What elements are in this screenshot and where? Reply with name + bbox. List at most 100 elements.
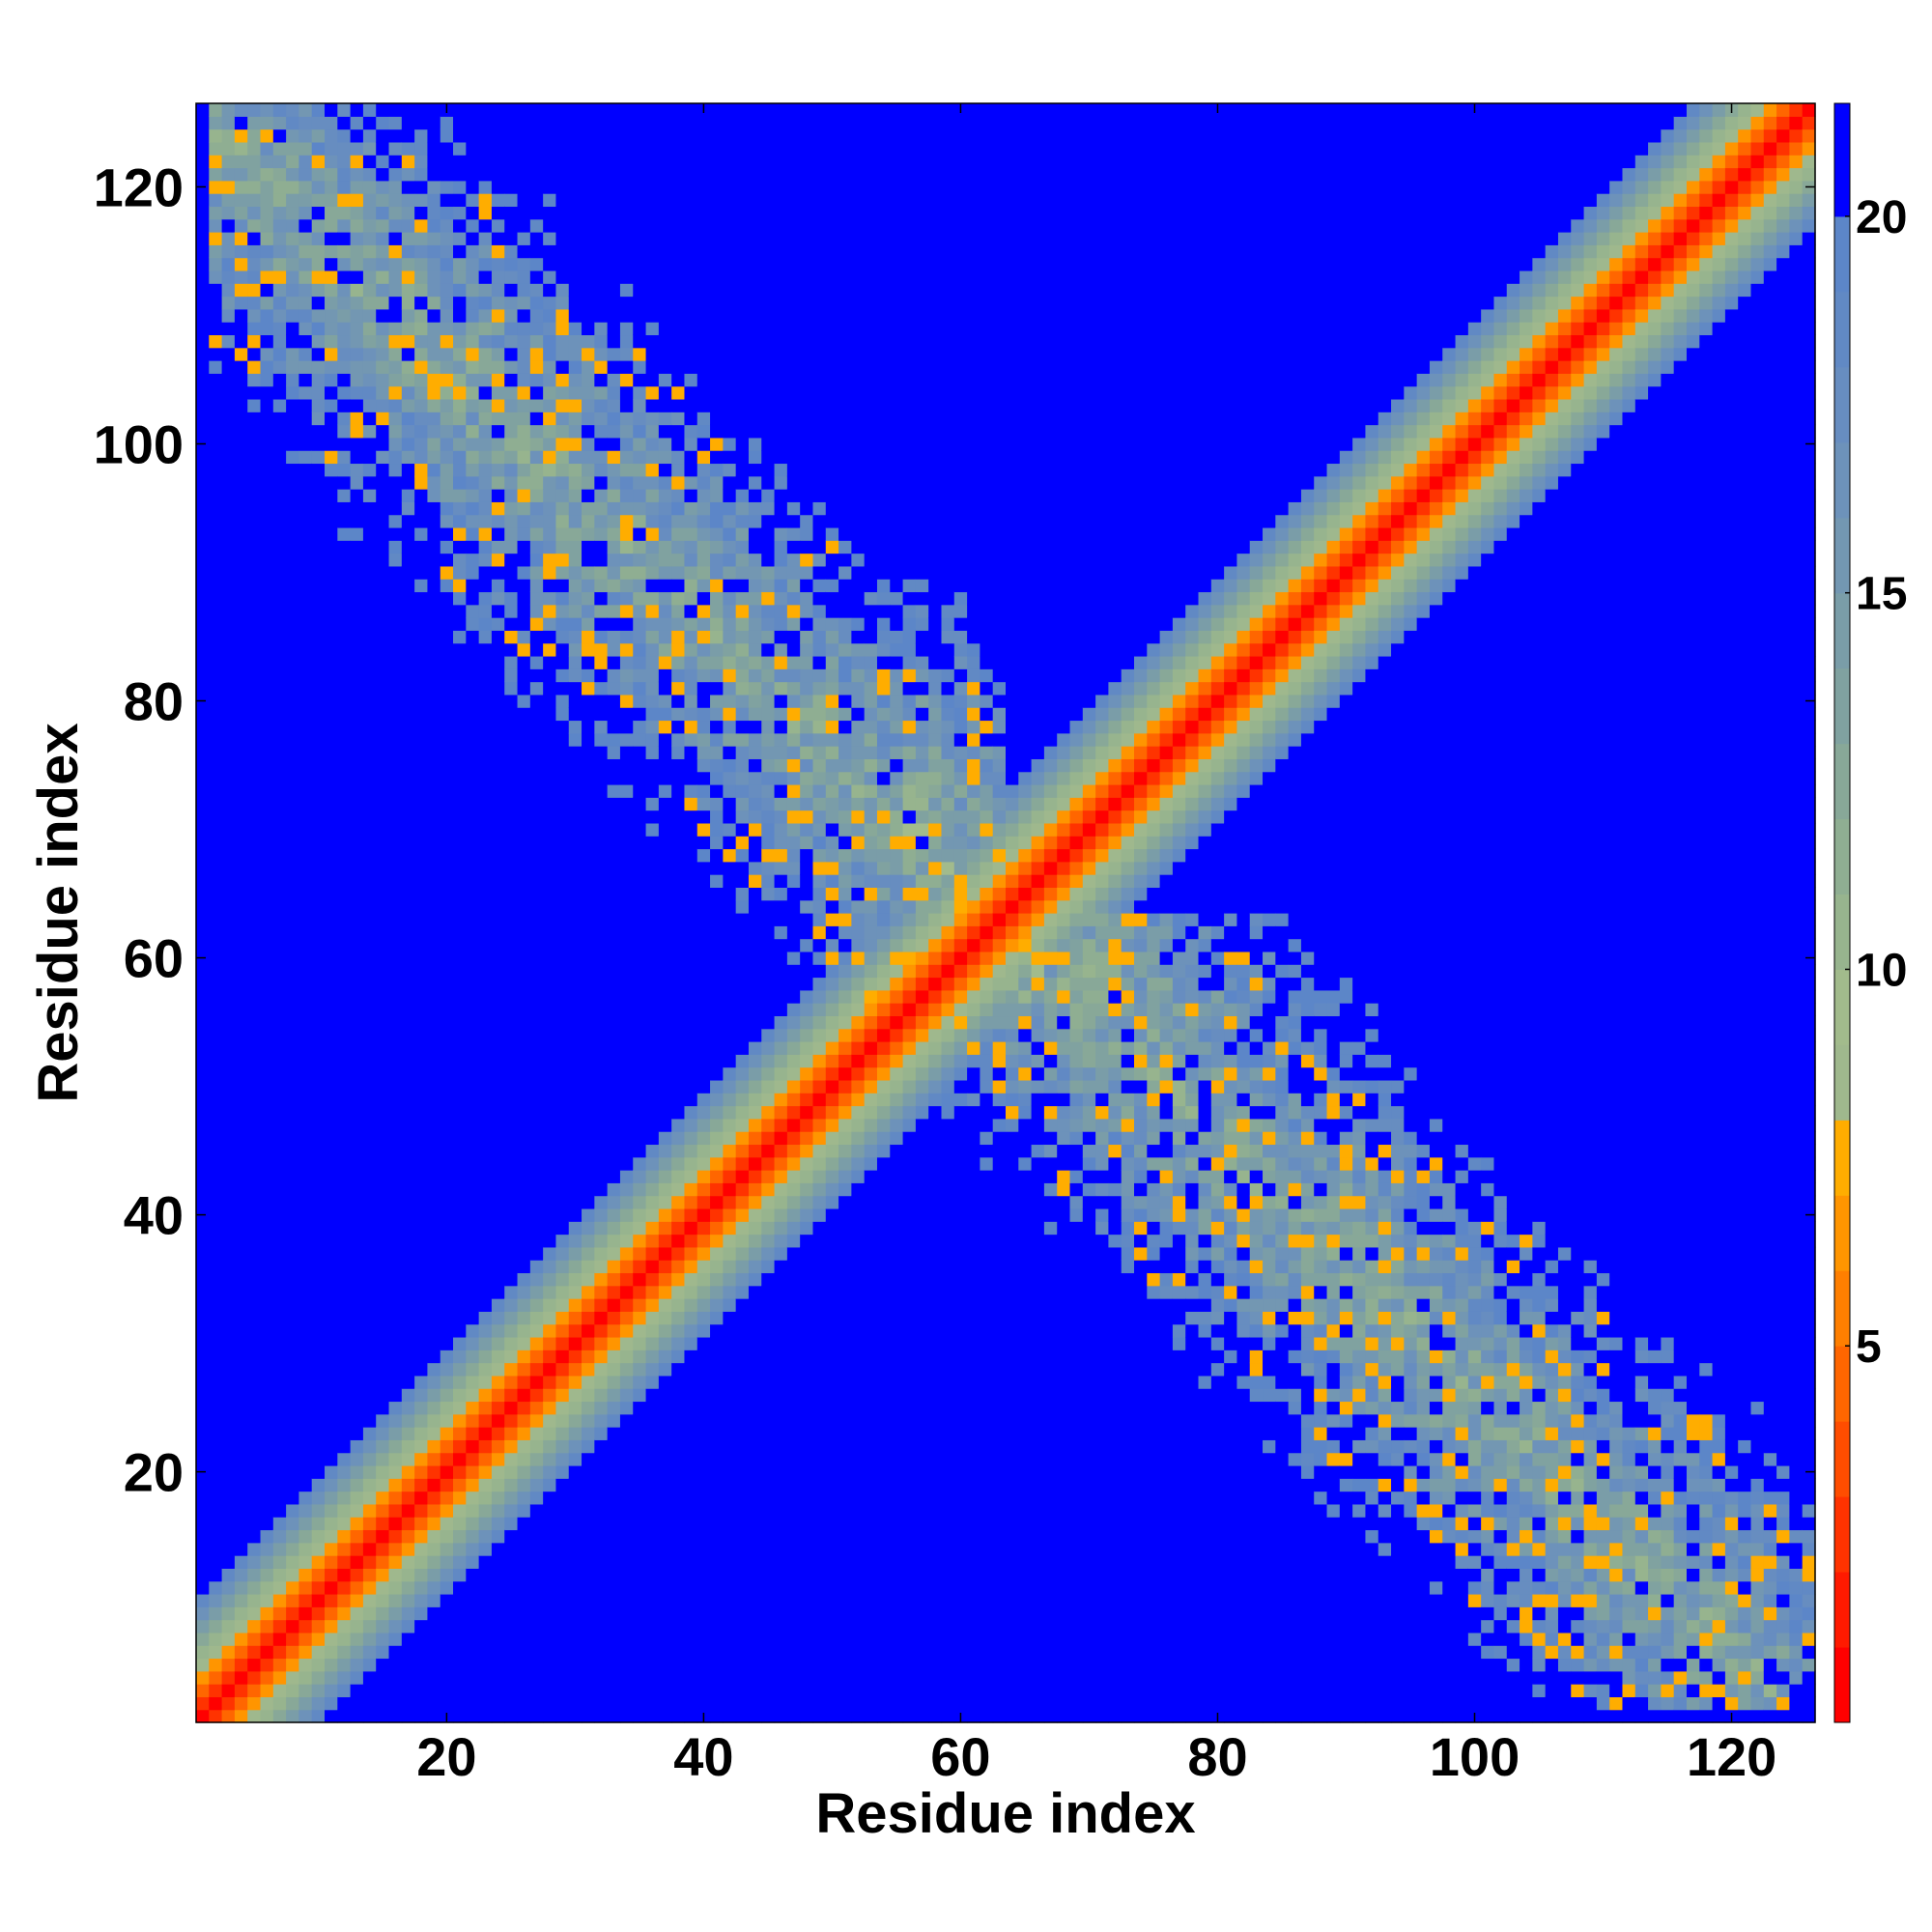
heatmap-cell xyxy=(388,746,403,759)
heatmap-cell xyxy=(376,1028,390,1042)
heatmap-cell xyxy=(427,1131,441,1146)
heatmap-cell xyxy=(517,334,531,349)
heatmap-cell xyxy=(684,103,698,117)
heatmap-cell xyxy=(478,617,493,631)
heatmap-cell xyxy=(272,668,287,683)
heatmap-cell xyxy=(478,1221,493,1236)
heatmap-cell xyxy=(427,1028,441,1042)
heatmap-cell xyxy=(491,1670,505,1685)
heatmap-cell xyxy=(247,1195,262,1209)
heatmap-cell xyxy=(247,1401,262,1415)
heatmap-cell xyxy=(504,128,519,143)
heatmap-cell xyxy=(234,1542,248,1556)
heatmap-cell xyxy=(209,1003,223,1017)
heatmap-cell xyxy=(543,1118,557,1132)
heatmap-cell xyxy=(671,1208,686,1222)
heatmap-cell xyxy=(478,642,493,657)
heatmap-cell xyxy=(582,1015,595,1030)
heatmap-cell xyxy=(209,155,223,169)
heatmap-cell xyxy=(298,1427,313,1440)
heatmap-cell xyxy=(568,836,582,850)
heatmap-cell xyxy=(427,964,441,979)
heatmap-cell xyxy=(350,1246,364,1261)
heatmap-cell xyxy=(684,206,698,220)
heatmap-cell xyxy=(247,848,262,863)
heatmap-cell xyxy=(504,489,519,502)
heatmap-cell xyxy=(619,1350,634,1364)
heatmap-cell xyxy=(633,1066,647,1081)
heatmap-cell xyxy=(260,141,274,156)
heatmap-cell xyxy=(478,463,493,477)
heatmap-cell xyxy=(221,373,236,387)
heatmap-cell xyxy=(414,989,429,1004)
heatmap-cell xyxy=(325,1298,338,1312)
heatmap-cell xyxy=(453,925,467,940)
heatmap-cell xyxy=(478,412,493,426)
heatmap-cell xyxy=(633,1568,647,1582)
heatmap-cell xyxy=(388,655,403,669)
heatmap-cell xyxy=(298,1182,313,1197)
heatmap-cell xyxy=(543,1593,557,1607)
heatmap-cell xyxy=(466,822,480,837)
heatmap-cell xyxy=(478,283,493,298)
heatmap-cell xyxy=(517,1452,531,1466)
heatmap-cell xyxy=(440,322,454,336)
heatmap-cell xyxy=(247,385,262,400)
heatmap-cell xyxy=(401,707,415,722)
heatmap-cell xyxy=(671,1478,686,1492)
heatmap-cell xyxy=(645,103,660,117)
heatmap-cell xyxy=(209,1195,223,1209)
heatmap-cell xyxy=(196,1593,210,1607)
heatmap-cell xyxy=(298,1195,313,1209)
heatmap-cell xyxy=(504,1670,519,1685)
heatmap-cell xyxy=(671,437,686,451)
heatmap-cell xyxy=(594,232,609,245)
heatmap-cell xyxy=(453,1478,467,1492)
heatmap-cell xyxy=(491,1285,505,1299)
heatmap-cell xyxy=(555,1054,570,1068)
heatmap-cell xyxy=(582,1093,595,1107)
heatmap-cell xyxy=(466,450,480,465)
heatmap-cell xyxy=(388,1478,403,1492)
heatmap-cell xyxy=(453,1093,467,1107)
heatmap-cell xyxy=(529,579,544,593)
heatmap-cell xyxy=(337,1093,352,1107)
heatmap-cell xyxy=(234,1234,248,1248)
heatmap-cell xyxy=(684,1221,698,1236)
heatmap-cell xyxy=(504,822,519,837)
heatmap-cell xyxy=(555,783,570,798)
heatmap-cell xyxy=(645,1298,660,1312)
heatmap-cell xyxy=(414,1362,429,1377)
heatmap-cell xyxy=(286,758,300,773)
heatmap-cell xyxy=(555,668,570,683)
heatmap-cell xyxy=(350,450,364,465)
heatmap-cell xyxy=(286,720,300,734)
heatmap-cell xyxy=(362,322,377,336)
heatmap-cell xyxy=(517,1439,531,1454)
heatmap-cell xyxy=(645,1452,660,1466)
heatmap-cell xyxy=(209,1452,223,1466)
heatmap-cell xyxy=(272,463,287,477)
heatmap-cell xyxy=(645,1517,660,1531)
heatmap-cell xyxy=(555,951,570,965)
heatmap-cell xyxy=(658,681,672,696)
heatmap-cell xyxy=(362,591,377,606)
heatmap-cell xyxy=(376,694,390,708)
heatmap-cell xyxy=(414,1580,429,1595)
heatmap-cell xyxy=(504,244,519,259)
heatmap-cell xyxy=(645,1478,660,1492)
heatmap-cell xyxy=(671,1272,686,1287)
heatmap-cell xyxy=(209,540,223,554)
heatmap-cell xyxy=(594,1401,609,1415)
heatmap-cell xyxy=(555,128,570,143)
heatmap-cell xyxy=(504,681,519,696)
heatmap-cell xyxy=(221,1580,236,1595)
heatmap-cell xyxy=(337,1079,352,1094)
heatmap-cell xyxy=(466,1491,480,1505)
heatmap-cell xyxy=(529,899,544,914)
heatmap-cell xyxy=(440,938,454,952)
heatmap-cell xyxy=(298,1619,313,1634)
heatmap-cell xyxy=(298,732,313,747)
heatmap-cell xyxy=(491,1401,505,1415)
heatmap-cell xyxy=(337,526,352,541)
